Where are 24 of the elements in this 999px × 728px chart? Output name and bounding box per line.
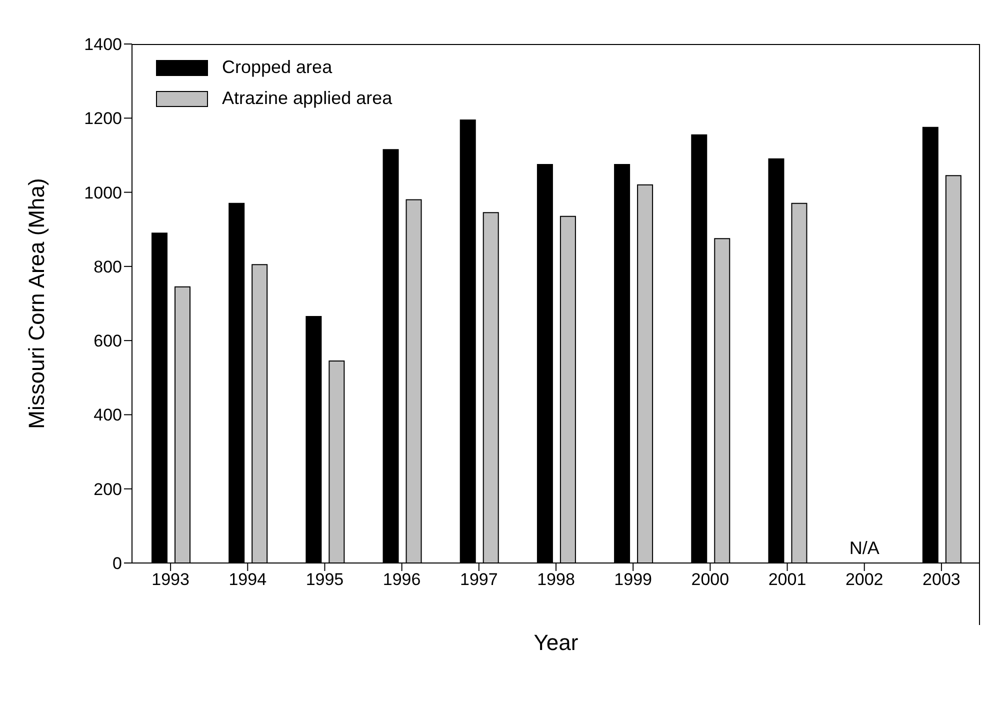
x-axis-title: Year (534, 630, 578, 655)
legend-label: Cropped area (222, 57, 332, 78)
annotation: N/A (849, 538, 880, 558)
y-tick-label: 800 (94, 257, 122, 276)
y-axis-title: Missouri Corn Area (Mha) (24, 178, 49, 429)
x-tick-label: 2003 (922, 570, 960, 590)
y-tick-label: 1200 (84, 109, 122, 128)
y-tick-label: 400 (94, 406, 122, 425)
y-tick-label: 200 (94, 480, 122, 499)
x-tick-label: 1998 (537, 570, 575, 590)
y-tick-label: 0 (112, 554, 122, 574)
x-tick-label: 1995 (306, 570, 344, 590)
x-tick-label: 1994 (228, 570, 267, 590)
y-tick-label: 600 (94, 332, 122, 351)
x-tick-label: 1993 (152, 570, 190, 590)
x-tick-label: 2002 (845, 570, 884, 590)
x-tick-label: 1999 (614, 570, 652, 590)
y-tick-label: 1400 (84, 35, 122, 54)
legend-label: Atrazine applied area (222, 88, 392, 109)
x-tick-label: 1997 (460, 570, 498, 590)
x-tick-label: 2000 (691, 570, 730, 590)
y-tick-label: 1000 (84, 183, 122, 202)
x-tick-label: 2001 (768, 570, 806, 590)
x-tick-label: 1996 (382, 570, 421, 590)
